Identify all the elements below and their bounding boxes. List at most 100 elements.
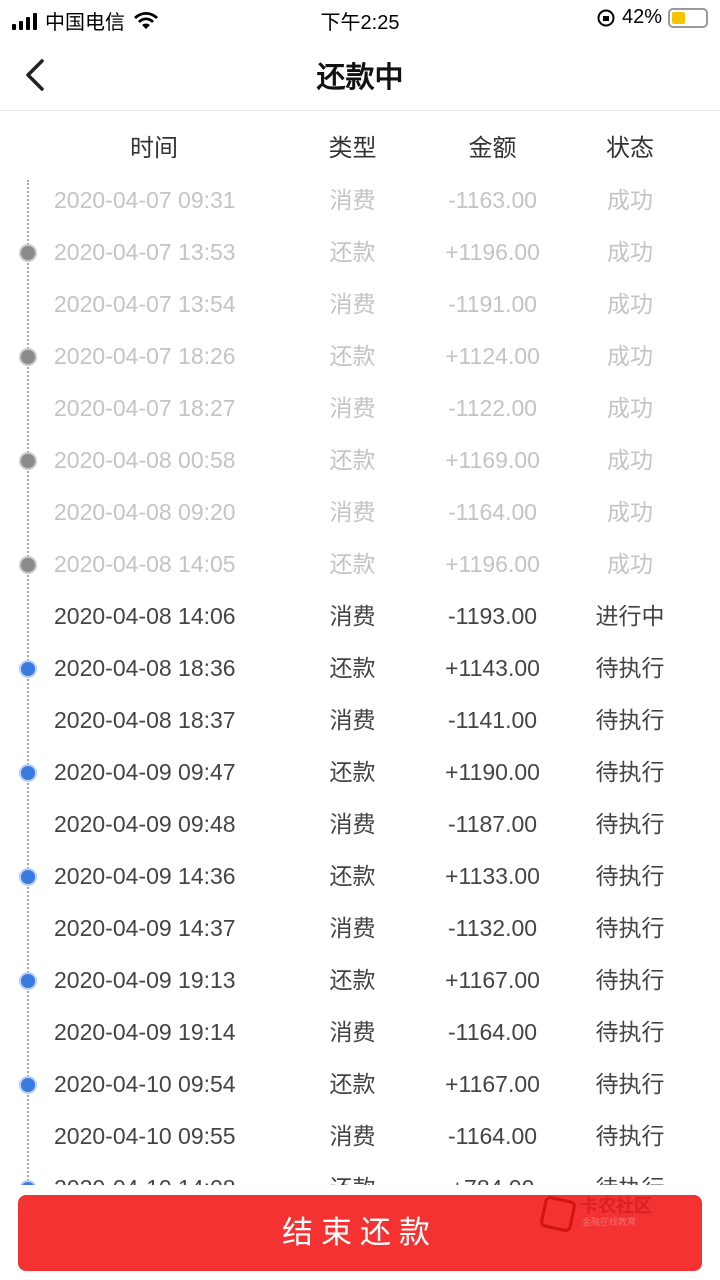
- cell-status: 成功: [607, 239, 653, 265]
- cell-type: 还款: [329, 655, 376, 681]
- cell-amount: +1124.00: [445, 343, 540, 369]
- cell-status: 待执行: [595, 863, 665, 889]
- cell-status: 待执行: [595, 655, 665, 681]
- cell-amount: -1191.00: [447, 291, 538, 317]
- cell-time: 2020-04-10 09:55: [54, 1123, 236, 1149]
- cell-time: 2020-04-09 14:37: [54, 915, 236, 941]
- cell-time: 2020-04-08 09:20: [54, 499, 236, 525]
- cell-amount: -1164.00: [447, 1123, 538, 1149]
- cell-type: 消费: [329, 603, 376, 629]
- cell-status: 成功: [607, 551, 653, 577]
- cell-status: 待执行: [575, 1168, 685, 1185]
- cell-status: 待执行: [595, 915, 665, 941]
- table-row: 2020-04-09 14:36 还款 +1133.00 待执行: [0, 856, 720, 908]
- cell-type: 消费: [329, 187, 376, 213]
- cell-type: 还款: [329, 447, 376, 473]
- timeline-dot-icon: [21, 558, 35, 572]
- battery-percent: 42%: [621, 6, 662, 28]
- cell-type: 消费: [329, 1019, 376, 1045]
- rotation-lock-icon: [597, 9, 615, 26]
- cell-time: 2020-04-09 19:13: [54, 967, 236, 993]
- cell-status: 成功: [607, 343, 653, 369]
- table-row: 2020-04-08 00:58 还款 +1169.00 成功: [0, 440, 720, 492]
- cell-amount: +1196.00: [445, 551, 540, 577]
- timeline-dot-icon: [21, 870, 35, 884]
- cell-status: 成功: [607, 291, 653, 317]
- back-icon[interactable]: [22, 58, 52, 92]
- cell-status: 待执行: [595, 1123, 665, 1149]
- table-row: 2020-04-09 19:13 还款 +1167.00 待执行: [0, 960, 720, 1012]
- cell-time: 2020-04-09 14:36: [54, 863, 236, 889]
- cell-status: 进行中: [595, 603, 665, 629]
- cell-time: 2020-04-08 00:58: [54, 447, 236, 473]
- cell-type: 消费: [329, 1123, 376, 1149]
- header-type: 类型: [328, 135, 377, 162]
- cell-time: 2020-04-09 09:48: [54, 811, 236, 837]
- table-row: 2020-04-08 14:06 消费 -1193.00 进行中: [0, 596, 720, 648]
- timeline-dot-icon: [21, 246, 35, 260]
- signal-icon: [12, 12, 37, 30]
- clock: 下午2:25: [320, 12, 400, 34]
- cell-time: 2020-04-08 14:06: [54, 603, 236, 629]
- cell-amount: +1133.00: [445, 863, 540, 889]
- cell-time: 2020-04-07 18:27: [54, 395, 236, 421]
- watermark-logo: 卡农社区 金融在线教育: [539, 1195, 670, 1233]
- cell-status: 成功: [607, 395, 653, 421]
- timeline-dot-icon: [21, 766, 35, 780]
- cell-type: 还款: [329, 343, 376, 369]
- cell-time: 2020-04-07 13:54: [54, 291, 236, 317]
- cell-time: 2020-04-09 19:14: [54, 1019, 236, 1045]
- table-header: 时间 类型 金额 状态: [0, 128, 720, 168]
- cell-status: 待执行: [595, 1071, 665, 1097]
- end-repayment-button[interactable]: [18, 1195, 702, 1271]
- cell-status: 待执行: [595, 811, 665, 837]
- timeline-dot-icon: [21, 1182, 35, 1185]
- timeline: [27, 180, 29, 1185]
- nav-bar: 还款中: [0, 36, 720, 111]
- header-amount: 金额: [468, 135, 517, 162]
- cell-status: 成功: [607, 447, 653, 473]
- cell-time: 2020-04-07 13:53: [54, 239, 236, 265]
- table-row: 2020-04-07 18:26 还款 +1124.00 成功: [0, 336, 720, 388]
- wifi-icon: [134, 11, 158, 29]
- cell-time: 2020-04-08 18:37: [54, 707, 236, 733]
- cell-type: 还款: [329, 1071, 376, 1097]
- table-row: 2020-04-07 13:54 消费 -1191.00 成功: [0, 284, 720, 336]
- timeline-dot-icon: [21, 454, 35, 468]
- cell-status: 成功: [607, 499, 653, 525]
- cell-time: 2020-04-07 18:26: [54, 343, 236, 369]
- cell-status: 待执行: [595, 967, 665, 993]
- watermark-tagline: 金融在线教育: [582, 1217, 637, 1227]
- transaction-list[interactable]: 2020-04-07 09:31 消费 -1163.00 成功 2020-04-07 1…: [0, 180, 720, 1185]
- cell-type: 消费: [329, 499, 376, 525]
- table-row: 2020-04-10 09:54 还款 +1167.00 待执行: [0, 1064, 720, 1116]
- carrier: 中国电信: [45, 12, 125, 34]
- cell-time: 2020-04-09 09:47: [54, 759, 236, 785]
- header-time: 时间: [130, 135, 178, 162]
- cell-time: 2020-04-07 09:31: [54, 187, 236, 213]
- cell-status: 成功: [607, 187, 653, 213]
- table-row: 2020-04-08 14:05 还款 +1196.00 成功: [0, 544, 720, 596]
- cell-amount: +1190.00: [445, 759, 540, 785]
- cell-type: 消费: [329, 291, 376, 317]
- cell-amount: -1122.00: [447, 395, 538, 421]
- cell-type: 消费: [329, 395, 376, 421]
- table-row: 2020-04-10 09:55 消费 -1164.00 待执行: [0, 1116, 720, 1168]
- table-row: 2020-04-07 18:27 消费 -1122.00 成功: [0, 388, 720, 440]
- cell-time: 2020-04-10 09:54: [54, 1071, 236, 1097]
- cell-amount: -1193.00: [447, 603, 538, 629]
- table-row: 2020-04-09 09:47 还款 +1190.00 待执行: [0, 752, 720, 804]
- cell-type: 还款: [329, 239, 376, 265]
- watermark-name: 卡农社区: [580, 1196, 652, 1216]
- cell-amount: -1187.00: [447, 811, 538, 837]
- table-row: 2020-04-09 19:14 消费 -1164.00 待执行: [0, 1012, 720, 1064]
- cell-amount: -1141.00: [447, 707, 538, 733]
- cell-amount: -1163.00: [447, 187, 538, 213]
- watermark-logo-icon: [539, 1195, 577, 1233]
- cell-type: 消费: [329, 811, 376, 837]
- cell-status: 待执行: [595, 759, 665, 785]
- cell-type: 消费: [329, 707, 376, 733]
- table-row: 2020-04-08 18:36 还款 +1143.00 待执行: [0, 648, 720, 700]
- cell-time: 2020-04-10 14:08: [54, 1168, 294, 1185]
- cell-status: 待执行: [595, 1019, 665, 1045]
